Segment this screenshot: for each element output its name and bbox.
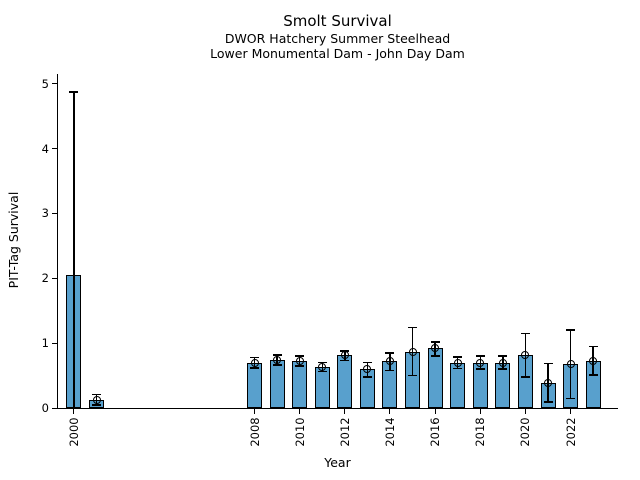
error-cap-low-2011: [317, 370, 327, 373]
error-cap-high-2023: [588, 345, 598, 348]
point-marker-2014: [385, 357, 394, 366]
x-tick-label: 2016: [428, 417, 443, 447]
error-cap-high-2009: [272, 354, 282, 356]
error-cap-high-2000: [69, 91, 79, 93]
bar-2009: [269, 360, 285, 408]
error-cap-low-2015: [408, 374, 418, 377]
x-tick: [389, 409, 391, 414]
y-tick: [52, 277, 57, 279]
chart-title: Smolt Survival: [283, 12, 392, 30]
bar-2012: [337, 355, 353, 408]
y-tick-label: 1: [41, 336, 49, 351]
error-cap-low-2013: [362, 376, 372, 378]
error-cap-high-2012: [340, 350, 350, 352]
point-marker-2023: [589, 356, 598, 365]
error-cap-high-2013: [362, 361, 372, 364]
point-marker-2021: [544, 378, 553, 387]
error-cap-high-2021: [543, 362, 553, 364]
x-tick: [344, 409, 346, 414]
error-cap-low-2018: [475, 368, 485, 370]
point-marker-2009: [273, 356, 282, 364]
error-cap-low-2022: [566, 397, 576, 400]
y-tick-label: 5: [41, 76, 49, 91]
error-cap-low-2019: [498, 368, 508, 370]
x-tick-label: 2008: [247, 417, 262, 447]
x-tick-label: 2022: [563, 417, 578, 447]
y-tick: [52, 212, 57, 214]
point-marker-2018: [476, 358, 485, 367]
error-cap-high-2011: [317, 361, 327, 364]
x-tick: [524, 409, 526, 414]
error-cap-low-2010: [295, 365, 305, 367]
error-cap-low-2016: [430, 355, 440, 357]
error-cap-low-2014: [385, 369, 395, 372]
error-cap-high-2020: [520, 332, 530, 335]
x-tick-label: 2012: [337, 417, 352, 447]
error-cap-high-2008: [250, 356, 260, 359]
point-marker-2012: [340, 351, 349, 360]
point-marker-2020: [521, 350, 530, 359]
error-cap-low-2008: [250, 367, 260, 369]
y-tick-label: 0: [41, 401, 49, 415]
x-tick: [479, 409, 481, 414]
x-tick: [73, 409, 75, 414]
y-tick-label: 3: [41, 206, 49, 221]
x-tick-label: 2020: [518, 417, 533, 447]
error-cap-high-2015: [408, 326, 418, 329]
chart-subtitle-hatchery: DWOR Hatchery Summer Steelhead: [224, 31, 451, 46]
x-tick: [570, 409, 572, 414]
bar-2016: [427, 348, 443, 408]
point-marker-2013: [363, 365, 372, 374]
y-tick: [52, 407, 57, 409]
error-cap-high-2022: [566, 329, 576, 331]
error-cap-low-2020: [520, 376, 530, 378]
x-axis-line: [57, 408, 618, 409]
y-tick: [52, 342, 57, 344]
point-marker-2001: [92, 395, 101, 404]
point-marker-2010: [295, 356, 304, 365]
point-marker-2008: [250, 358, 259, 367]
error-cap-low-2001: [92, 404, 101, 406]
error-cap-high-2010: [295, 355, 305, 357]
x-tick: [254, 409, 256, 414]
x-tick-label: 2014: [382, 417, 397, 447]
point-marker-2019: [498, 358, 507, 367]
error-cap-low-2021: [543, 401, 553, 403]
x-axis-label: Year: [324, 455, 351, 470]
bar-2008: [247, 362, 263, 408]
point-marker-2011: [318, 363, 327, 372]
error-cap-low-2017: [453, 367, 463, 370]
y-tick-label: 4: [41, 141, 49, 156]
bar-2017: [450, 362, 466, 408]
point-marker-2017: [453, 358, 462, 367]
chart-subtitle-reach: Lower Monumental Dam - John Day Dam: [210, 46, 465, 61]
error-cap-high-2019: [498, 355, 508, 357]
bar-2011: [314, 367, 330, 408]
x-tick-label: 2010: [292, 417, 307, 447]
x-tick: [434, 409, 436, 414]
error-cap-low-2023: [588, 374, 598, 376]
y-tick: [52, 83, 57, 85]
error-cap-high-2017: [453, 356, 463, 358]
x-tick-label: 2018: [473, 417, 488, 447]
x-tick-label: 2000: [66, 417, 81, 447]
error-cap-high-2018: [475, 355, 485, 357]
y-axis-line: [57, 74, 58, 408]
error-cap-low-2012: [340, 359, 350, 362]
error-cap-high-2016: [430, 341, 440, 343]
point-marker-2015: [408, 348, 417, 357]
bar-2010: [292, 360, 308, 408]
error-bar-2000: [73, 92, 75, 408]
point-marker-2016: [431, 344, 440, 353]
point-marker-2022: [566, 359, 575, 368]
error-cap-high-2001: [92, 393, 101, 396]
error-cap-low-2009: [272, 364, 282, 366]
error-cap-high-2014: [385, 352, 395, 354]
y-tick: [52, 148, 57, 150]
y-tick-label: 2: [41, 271, 49, 286]
x-tick: [299, 409, 301, 414]
